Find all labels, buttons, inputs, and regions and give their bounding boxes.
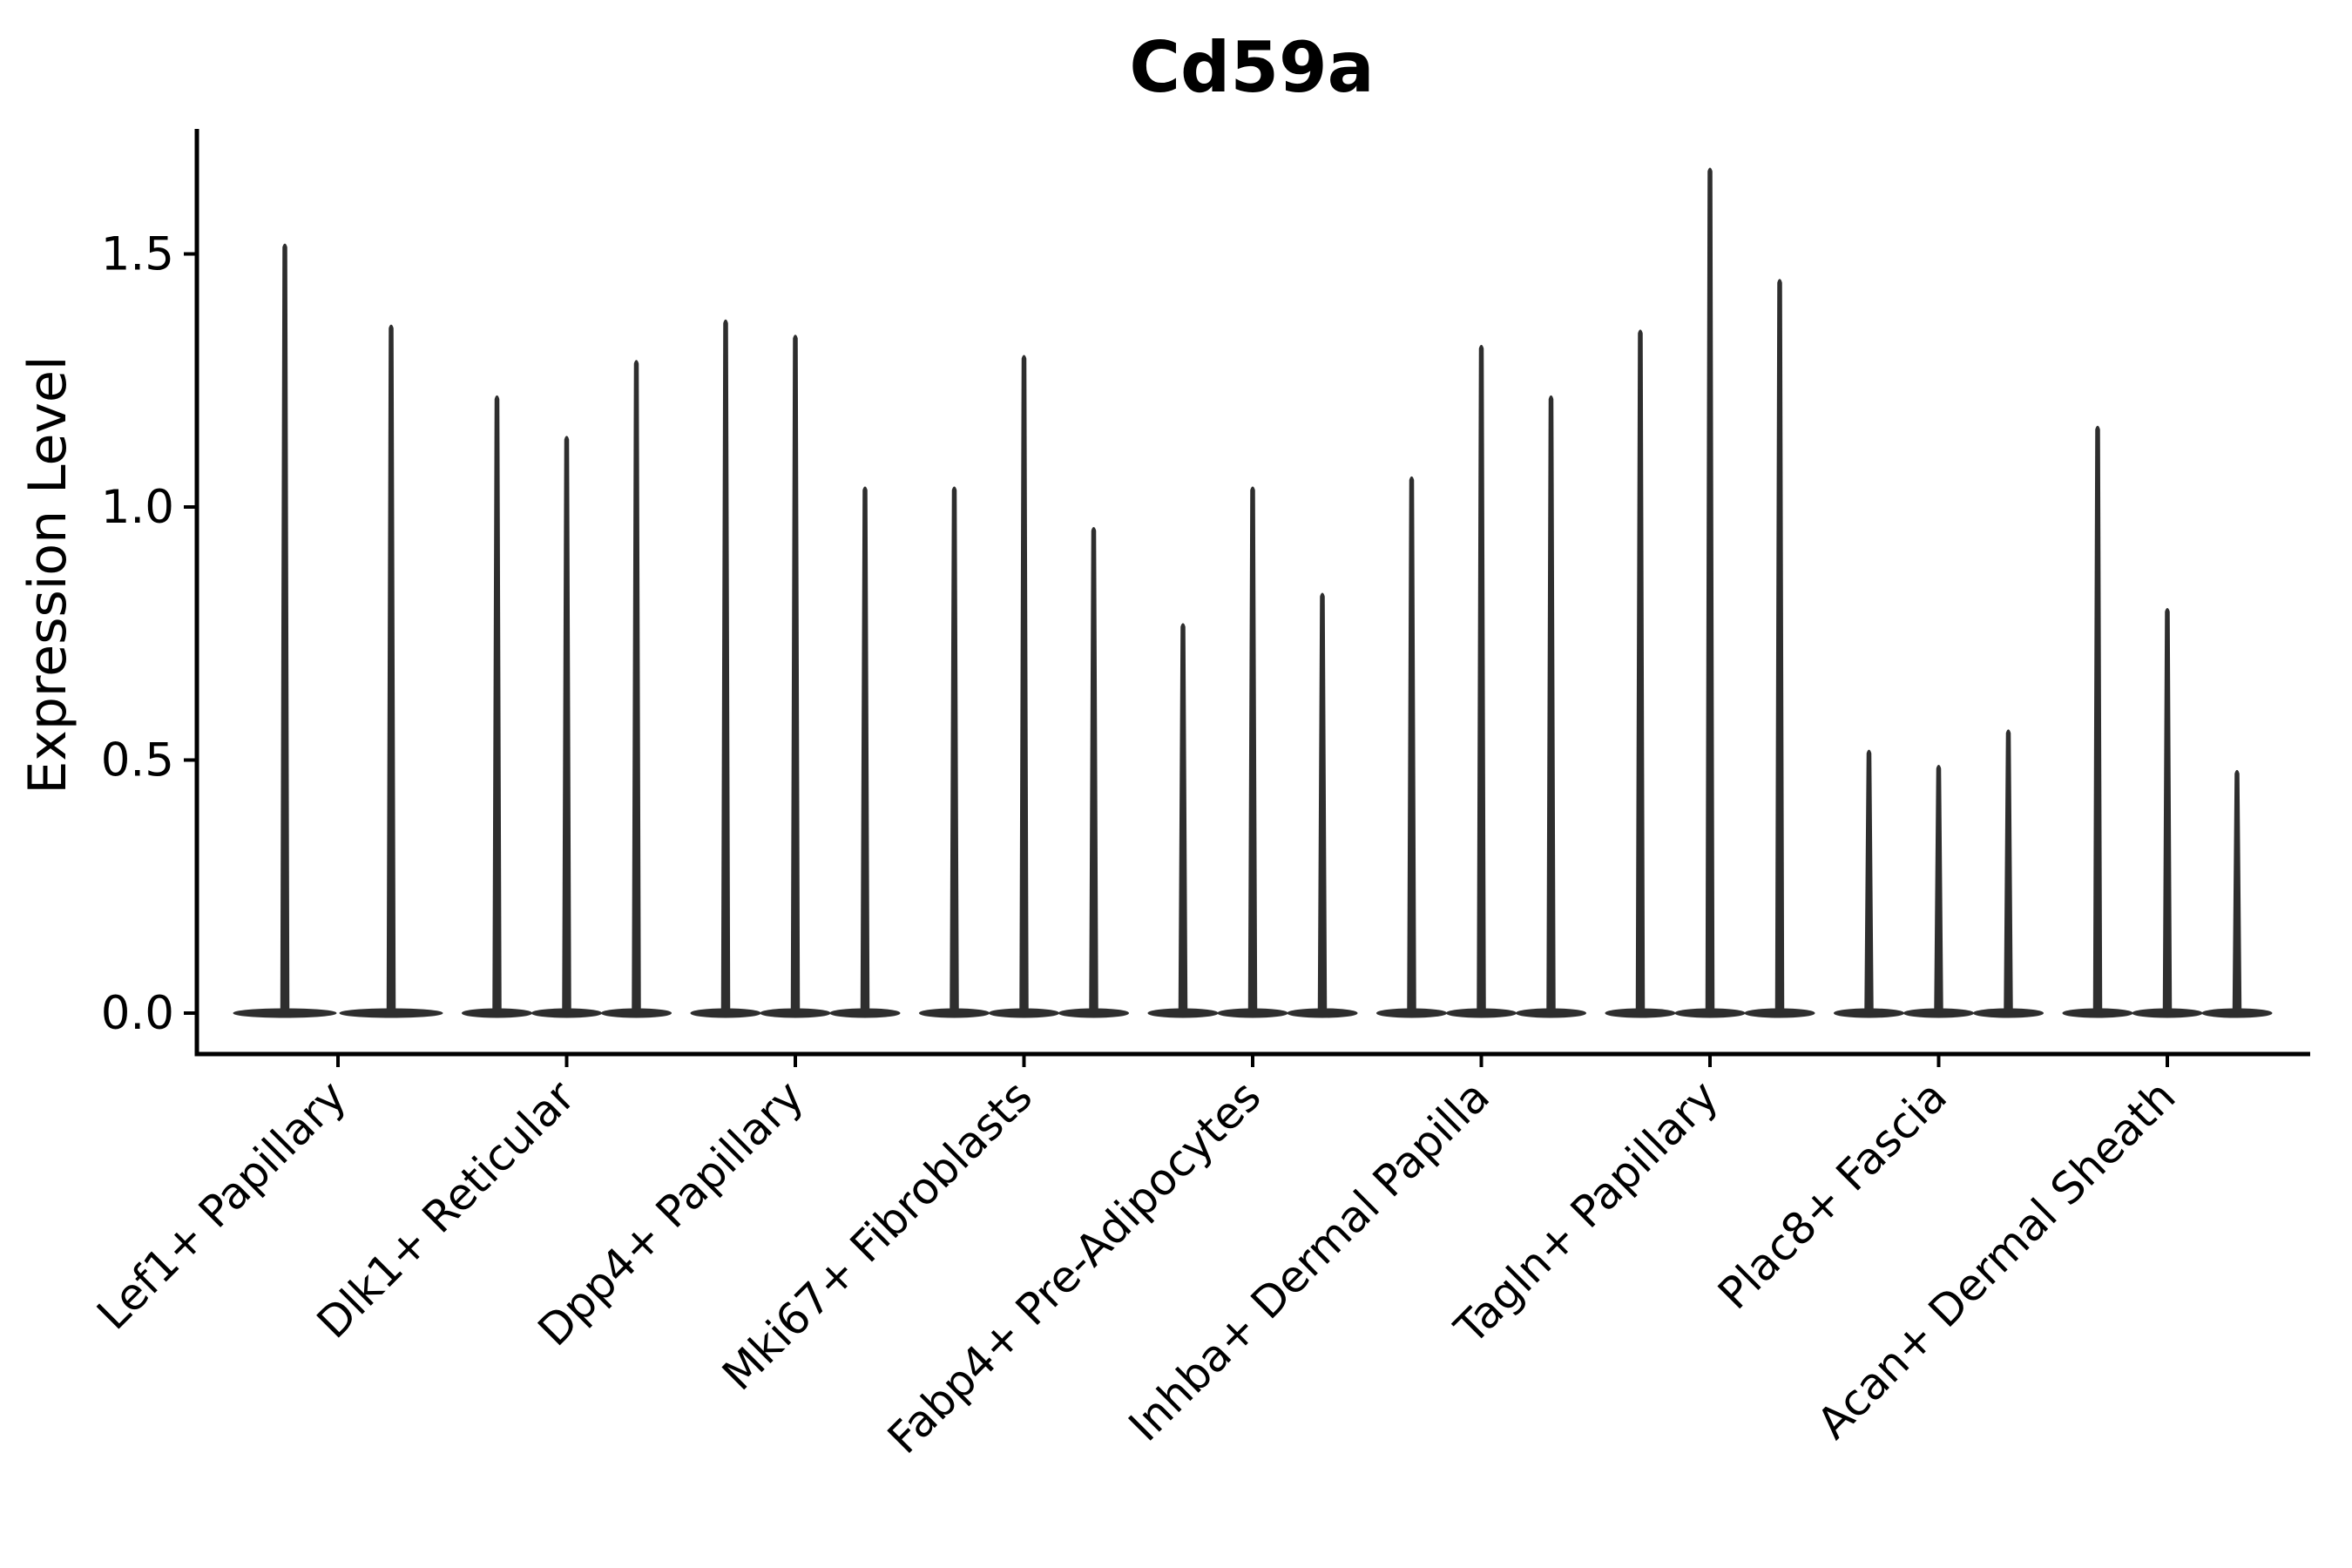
violin bbox=[1217, 486, 1288, 1018]
y-tick-label: 0.5 bbox=[101, 734, 174, 787]
violin-spike bbox=[1934, 765, 1943, 1014]
violin bbox=[1058, 526, 1129, 1018]
violin bbox=[462, 395, 532, 1018]
violin bbox=[1516, 395, 1586, 1018]
violin-spike bbox=[2092, 425, 2103, 1014]
violin bbox=[1744, 279, 1815, 1018]
violin bbox=[1973, 729, 2044, 1018]
violin bbox=[760, 335, 831, 1018]
x-tick-label: Lef1+ Papillary bbox=[87, 1071, 355, 1339]
y-tick-label: 1.5 bbox=[101, 228, 174, 281]
violin-spike bbox=[1407, 476, 1416, 1014]
violin bbox=[829, 486, 901, 1018]
violin-spike bbox=[1317, 592, 1328, 1014]
violin-spike bbox=[790, 335, 801, 1014]
violin bbox=[2062, 425, 2133, 1018]
violin bbox=[1446, 344, 1517, 1018]
violin-spike bbox=[562, 436, 571, 1014]
violin-spike bbox=[1774, 279, 1785, 1014]
x-tick-label: Fabp4+ Pre-Adipocytes bbox=[878, 1071, 1271, 1463]
violin-spike bbox=[1019, 355, 1029, 1014]
violin-spike bbox=[1089, 526, 1098, 1014]
violin-spike bbox=[1178, 623, 1188, 1014]
violin-spike bbox=[720, 319, 731, 1014]
violins bbox=[233, 167, 2273, 1018]
violin-spike bbox=[1705, 167, 1715, 1014]
violin-spike bbox=[2004, 729, 2013, 1014]
violin bbox=[1605, 329, 1676, 1018]
violin bbox=[1903, 765, 1974, 1018]
violin bbox=[339, 324, 443, 1018]
violin-spike bbox=[280, 243, 290, 1014]
violin bbox=[2132, 607, 2203, 1018]
violin-spike bbox=[1635, 329, 1646, 1014]
violin bbox=[233, 243, 337, 1018]
y-axis-label: Expression Level bbox=[17, 355, 78, 794]
violin bbox=[1147, 623, 1219, 1018]
y-tick-label: 0.0 bbox=[101, 987, 174, 1040]
violin bbox=[2201, 769, 2273, 1018]
y-axis-ticks: 0.0 0.5 1.0 1.5 bbox=[101, 228, 197, 1040]
violin-spike bbox=[1546, 395, 1556, 1014]
violin-spike bbox=[2162, 607, 2173, 1014]
violin bbox=[919, 486, 990, 1018]
violin bbox=[1376, 476, 1447, 1018]
violin-spike bbox=[1477, 344, 1486, 1014]
x-tick-label: Inhba+ Dermal Papilla bbox=[1119, 1071, 1499, 1450]
y-tick-label: 1.0 bbox=[101, 481, 174, 534]
violin-spike bbox=[632, 360, 641, 1014]
violin bbox=[1674, 167, 1746, 1018]
violin-spike bbox=[950, 486, 959, 1014]
violin bbox=[989, 355, 1059, 1018]
chart-title: Cd59a bbox=[1129, 27, 1374, 108]
violin bbox=[690, 319, 761, 1018]
violin-spike bbox=[860, 486, 870, 1014]
violin bbox=[1834, 749, 1904, 1018]
x-tick-label: Plac8+ Fascia bbox=[1708, 1071, 1957, 1319]
violin-spike bbox=[492, 395, 502, 1014]
violin bbox=[531, 436, 602, 1018]
violin-spike bbox=[386, 324, 396, 1014]
violin-spike bbox=[1864, 749, 1874, 1014]
violin bbox=[601, 360, 672, 1018]
violin-spike bbox=[2232, 769, 2242, 1014]
violin-spike bbox=[1247, 486, 1258, 1014]
violin bbox=[1287, 592, 1358, 1018]
